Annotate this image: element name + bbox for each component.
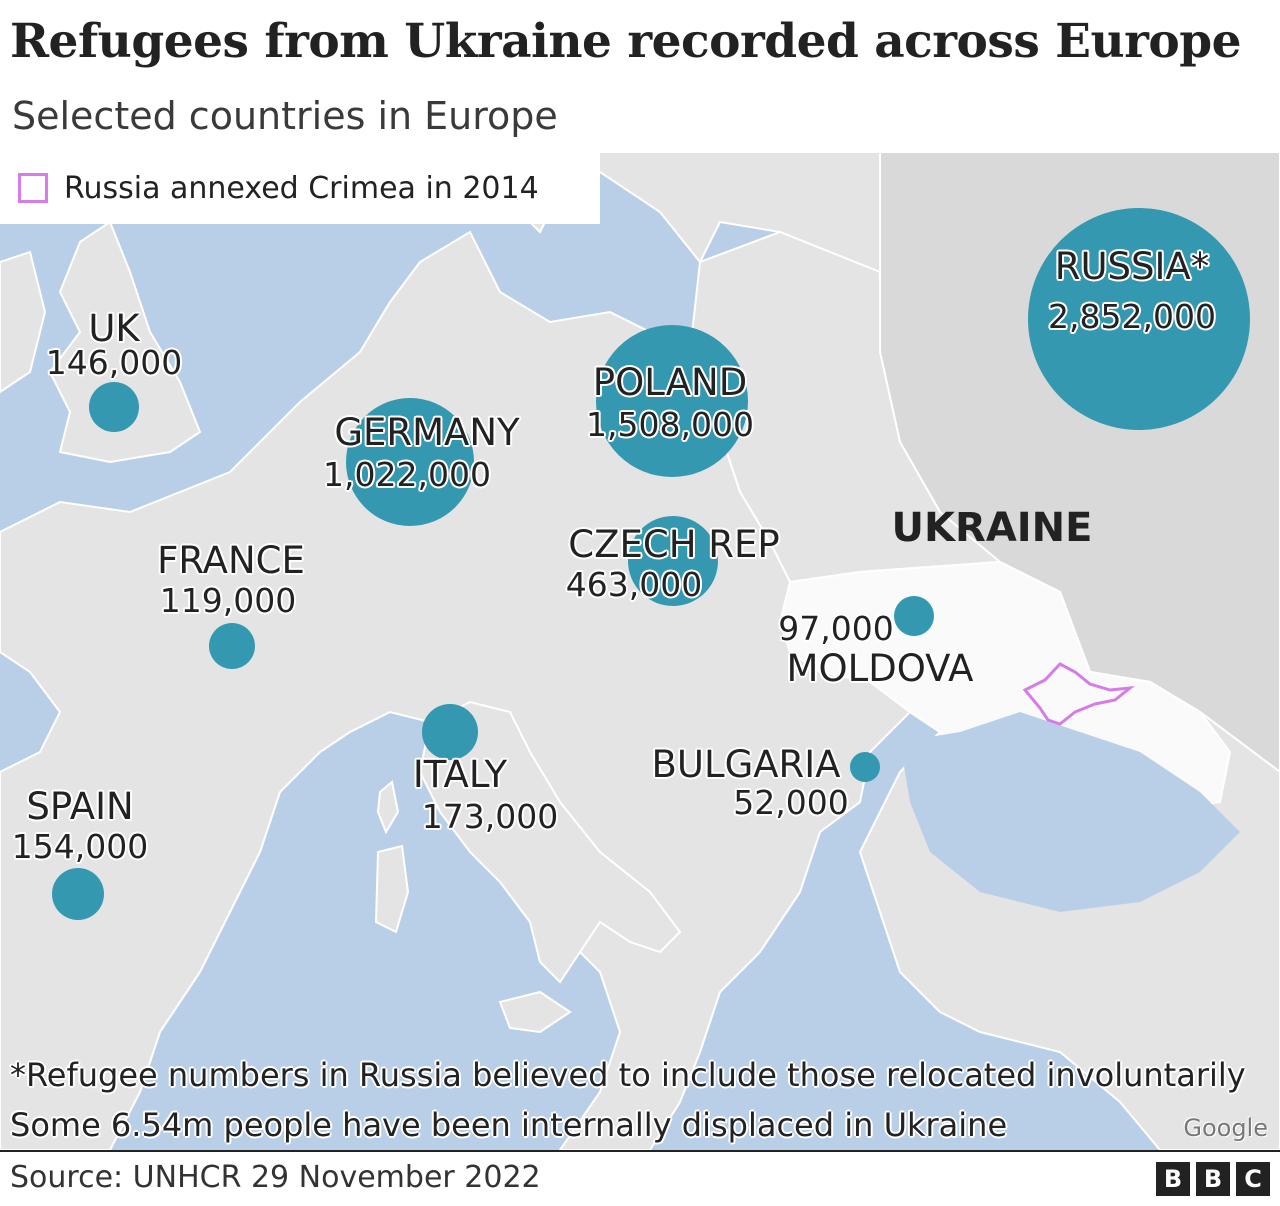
source-text: Source: UNHCR 29 November 2022 bbox=[10, 1160, 541, 1195]
label-germany-name: GERMANY bbox=[334, 411, 520, 454]
label-uk-name: UK bbox=[88, 307, 140, 350]
label-italy-name: ITALY bbox=[412, 753, 508, 796]
bubble-italy bbox=[422, 704, 478, 760]
label-uk-value: 146,000 bbox=[45, 343, 183, 382]
bubble-poland bbox=[596, 325, 748, 477]
label-poland-name: POLAND bbox=[592, 361, 748, 404]
label-poland-value: 1,508,000 bbox=[586, 405, 754, 444]
italy-land bbox=[418, 700, 682, 984]
chart-title: Refugees from Ukraine recorded across Eu… bbox=[10, 14, 1242, 69]
bbc-logo: B B C bbox=[1156, 1162, 1270, 1196]
map: Russia annexed Crimea in 2014 RUSSIA* 2,… bbox=[0, 152, 1280, 1150]
legend-swatch-crimea bbox=[18, 173, 48, 203]
google-attribution: Google bbox=[1183, 1114, 1268, 1142]
bubble-moldova bbox=[894, 596, 934, 636]
legend: Russia annexed Crimea in 2014 bbox=[0, 152, 600, 224]
sardinia-land bbox=[374, 844, 410, 934]
britain-land bbox=[48, 220, 202, 464]
sicily-land bbox=[498, 990, 572, 1034]
continent-land bbox=[0, 230, 1280, 1150]
label-bulgaria-name: BULGARIA bbox=[651, 743, 841, 786]
black-sea bbox=[900, 712, 1240, 912]
bbc-logo-letter: B bbox=[1196, 1162, 1230, 1196]
label-ukraine: UKRAINE bbox=[891, 505, 1093, 551]
bubble-uk bbox=[89, 382, 139, 432]
label-russia-name: RUSSIA* bbox=[1054, 245, 1210, 288]
label-bulgaria-value: 52,000 bbox=[733, 783, 849, 822]
bubble-germany bbox=[346, 398, 474, 526]
bubble-russia bbox=[1028, 208, 1250, 430]
bbc-logo-letter: C bbox=[1236, 1162, 1270, 1196]
label-russia-value: 2,852,000 bbox=[1048, 297, 1216, 336]
bubble-france bbox=[209, 623, 255, 669]
label-moldova-name: MOLDOVA bbox=[786, 647, 974, 690]
bubble-spain bbox=[52, 868, 104, 920]
label-italy-value: 173,000 bbox=[421, 797, 559, 836]
label-moldova-value: 97,000 bbox=[778, 609, 894, 648]
label-czech-rep-value: 463,000 bbox=[565, 565, 703, 604]
bubble-bulgaria bbox=[850, 752, 880, 782]
ireland-land bbox=[0, 250, 47, 394]
label-czech-rep-name: CZECH REP bbox=[568, 523, 780, 566]
label-germany-value: 1,022,000 bbox=[323, 455, 491, 494]
footer-rule bbox=[0, 1150, 1280, 1152]
label-france-value: 119,000 bbox=[159, 581, 297, 620]
label-spain-name: SPAIN bbox=[26, 785, 134, 828]
corsica-land bbox=[376, 780, 400, 835]
chart-subtitle: Selected countries in Europe bbox=[12, 94, 558, 138]
footnote-internally-displaced: Some 6.54m people have been internally d… bbox=[10, 1106, 1008, 1144]
label-spain-value: 154,000 bbox=[11, 827, 149, 866]
bubble-czech-rep bbox=[628, 516, 718, 606]
label-france-name: FRANCE bbox=[157, 539, 305, 582]
bbc-logo-letter: B bbox=[1156, 1162, 1190, 1196]
footnote-russia: *Refugee numbers in Russia believed to i… bbox=[10, 1056, 1246, 1094]
crimea-outline bbox=[1022, 662, 1135, 726]
legend-label: Russia annexed Crimea in 2014 bbox=[64, 170, 539, 206]
